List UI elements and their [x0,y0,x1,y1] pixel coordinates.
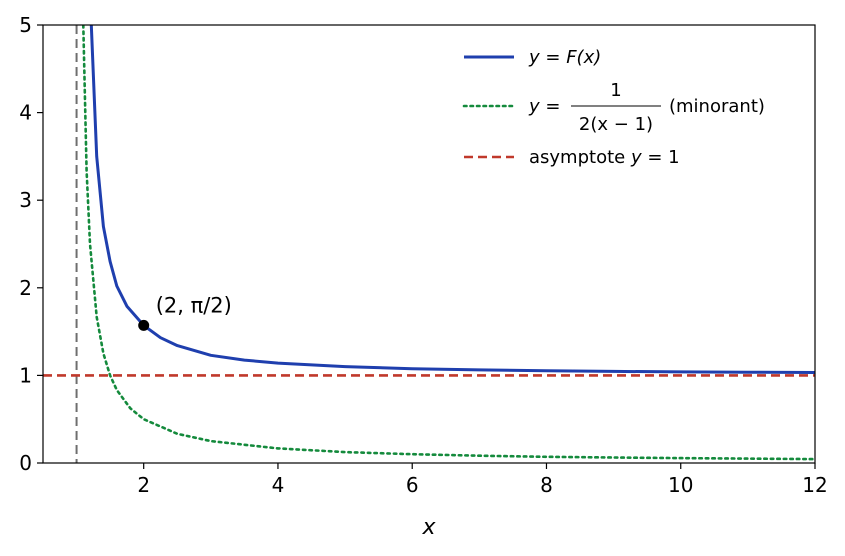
legend-fraction-denominator: 2(x − 1) [579,114,653,135]
legend-suffix-1: (minorant) [669,96,765,117]
x-tick-label: 10 [668,473,693,497]
y-tick-label: 5 [19,13,32,37]
point-label: (2, π/2) [156,293,232,317]
point-marker [138,319,150,331]
x-tick-label: 6 [406,473,419,497]
y-tick-label: 4 [19,101,32,125]
axes-frame [42,24,816,464]
x-tick-label: 8 [540,473,553,497]
series-line-1 [82,25,815,461]
x-tick-label: 12 [802,473,827,497]
plot-area [43,25,815,463]
legend: y = F(x) y = 1 2(x − 1) (minorant) asymptote… [462,47,765,168]
legend-fraction-numerator: 1 [610,80,621,101]
y-tick-label: 0 [19,451,32,475]
legend-label-0: y = F(x) [528,47,601,68]
y-tick-label: 1 [19,363,32,387]
x-axis-label: x [421,515,436,540]
x-tick-label: 2 [137,473,150,497]
y-tick-label: 3 [19,188,32,212]
legend-label-1: y = [528,96,560,117]
point-annotation: (2, π/2) [156,293,232,317]
legend-label-2: asymptote y = 1 [529,147,680,168]
series-line-0 [89,25,815,374]
x-tick-label: 4 [272,473,285,497]
y-tick-label: 2 [19,276,32,300]
